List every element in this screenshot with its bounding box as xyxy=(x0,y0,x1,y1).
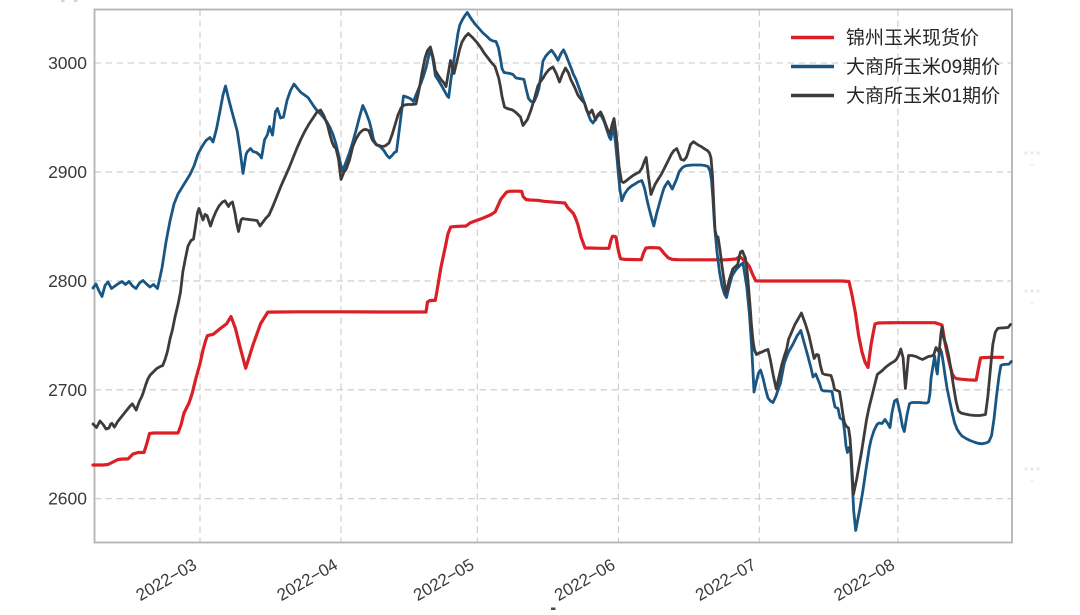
svg-text:2600: 2600 xyxy=(48,489,87,509)
svg-text:2800: 2800 xyxy=(48,271,87,291)
svg-text:2700: 2700 xyxy=(48,380,87,400)
svg-text:大商所玉米01期价: 大商所玉米01期价 xyxy=(846,85,1000,107)
svg-text:2900: 2900 xyxy=(48,162,87,182)
svg-text:大商所玉米09期价: 大商所玉米09期价 xyxy=(846,56,1000,78)
svg-text:3000: 3000 xyxy=(48,53,87,73)
svg-text:锦州玉米现货价: 锦州玉米现货价 xyxy=(846,27,979,49)
